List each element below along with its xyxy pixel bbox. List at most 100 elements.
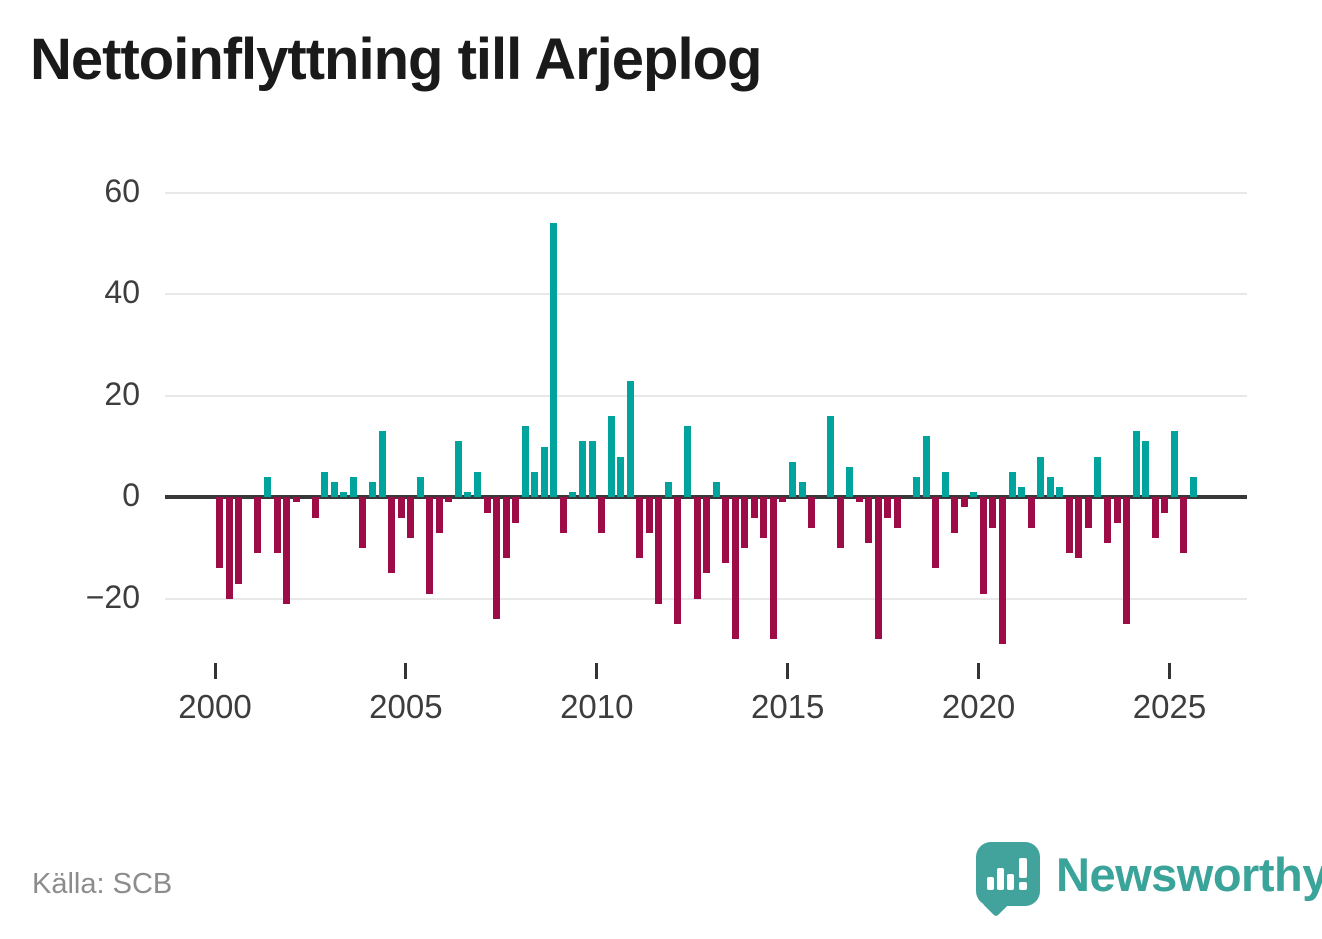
bar-2001-q2 [264, 477, 272, 498]
bar-2000-q1 [216, 497, 224, 569]
x-tick-2000 [213, 663, 217, 679]
bar-2022-q1 [1056, 487, 1064, 498]
bar-2025-q1 [1170, 431, 1178, 498]
newsworthy-wordmark: Newsworthy [1056, 847, 1322, 901]
bar-2013-q4 [741, 497, 749, 549]
exclamation-icon [1019, 858, 1027, 878]
bar-2020-q1 [979, 497, 987, 594]
bar-2011-q2 [645, 497, 653, 533]
bar-2017-q2 [874, 497, 882, 640]
bar-2009-q1 [559, 497, 567, 533]
x-axis-label-2015: 2015 [750, 688, 825, 725]
bar-2022-q3 [1075, 497, 1083, 559]
newsworthy-logo: Newsworthy [976, 840, 1322, 918]
speech-bubble-tail [981, 888, 1011, 918]
x-tick-2025 [1168, 663, 1171, 679]
bar-2017-q3 [884, 497, 892, 518]
bar-2020-q3 [998, 497, 1006, 645]
bar-2022-q2 [1065, 497, 1073, 554]
bar-2024-q3 [1151, 497, 1159, 538]
bar-2004-q4 [397, 497, 405, 518]
bar-2006-q2 [454, 441, 462, 498]
bar-2007-q3 [502, 497, 510, 559]
bar-2008-q4 [550, 223, 558, 498]
bar-2012-q4 [703, 497, 711, 574]
bar-2014-q2 [760, 497, 768, 538]
bar-2007-q4 [512, 497, 520, 523]
bar-2000-q3 [235, 497, 243, 584]
bar-2019-q1 [941, 471, 949, 498]
chart-title: Nettoinflyttning till Arjeplog [30, 27, 762, 92]
bar-2016-q3 [846, 466, 854, 498]
bar-2023-q4 [1123, 497, 1131, 625]
bar-2011-q3 [655, 497, 663, 604]
plot-area: 2000 2005 2010 2015 2020 2025 [165, 180, 1247, 725]
bar-2019-q2 [951, 497, 959, 533]
bar-2019-q4 [970, 492, 978, 498]
y-axis-label-40: 40 [104, 274, 140, 311]
bar-2013-q2 [722, 497, 730, 564]
bar-2000-q2 [225, 497, 233, 599]
bar-2015-q1 [789, 461, 796, 498]
x-tick-2010 [595, 663, 599, 679]
bar-2002-q1 [292, 497, 300, 503]
source-label: Källa: SCB [32, 868, 173, 900]
bar-2012-q3 [693, 497, 701, 599]
bar-2002-q3 [311, 497, 319, 518]
bar-2017-q4 [893, 497, 901, 528]
bar-2010-q2 [607, 416, 615, 498]
bar-2023-q3 [1113, 497, 1121, 523]
bar-2022-q4 [1084, 497, 1092, 528]
bar-2013-q1 [712, 482, 720, 498]
bar-2010-q4 [626, 380, 634, 498]
bar-2009-q2 [569, 492, 577, 498]
bar-2003-q2 [340, 492, 348, 498]
newsworthy-logo-icon [976, 842, 1040, 918]
x-axis-label-2000: 2000 [178, 688, 252, 725]
bar-2025-q2 [1180, 497, 1188, 554]
bar-2006-q1 [445, 497, 453, 503]
bar-2021-q3 [1037, 456, 1045, 498]
x-tick-2020 [977, 663, 981, 679]
bar-2016-q1 [827, 416, 835, 498]
bar-2006-q4 [474, 471, 481, 498]
y-gridline-20 [165, 394, 1247, 397]
bar-2015-q3 [808, 497, 816, 528]
bar-2024-q4 [1161, 497, 1169, 513]
y-axis-label-60: 60 [104, 172, 140, 209]
bar-2019-q3 [960, 497, 968, 508]
bar-2015-q2 [798, 482, 806, 498]
bar-2020-q2 [989, 497, 997, 528]
bar-2010-q3 [617, 456, 625, 498]
y-gridline-60 [165, 191, 1247, 194]
bar-2018-q2 [913, 477, 921, 498]
bar-2025-q3 [1189, 477, 1197, 498]
bar-2014-q1 [750, 497, 758, 518]
x-tick-2015 [786, 663, 790, 679]
bar-2011-q4 [664, 482, 672, 498]
bar-2001-q4 [283, 497, 291, 604]
bar-2005-q3 [426, 497, 434, 594]
bar-2003-q3 [349, 477, 357, 498]
x-axis-label-2025: 2025 [1132, 688, 1207, 725]
y-gridline--20 [165, 597, 1247, 600]
y-axis-label--20: −20 [85, 578, 140, 615]
bar-2023-q1 [1094, 456, 1102, 498]
bar-2004-q2 [378, 431, 386, 498]
bar-2001-q1 [254, 497, 262, 554]
bar-2007-q2 [493, 497, 501, 620]
y-gridline-40 [165, 293, 1247, 296]
bar-2012-q2 [684, 426, 691, 498]
bar-2003-q1 [330, 482, 338, 498]
x-axis-label-2010: 2010 [560, 688, 634, 725]
bar-2001-q3 [273, 497, 281, 554]
x-axis-label-2005: 2005 [369, 688, 443, 725]
bar-2011-q1 [636, 497, 644, 559]
bar-2002-q4 [321, 471, 329, 498]
bar-2024-q2 [1142, 441, 1150, 498]
y-axis-label-20: 20 [104, 375, 140, 412]
bar-2005-q2 [416, 477, 424, 498]
bar-2017-q1 [865, 497, 873, 543]
bar-2016-q4 [855, 497, 863, 503]
y-axis-label-0: 0 [122, 477, 140, 514]
